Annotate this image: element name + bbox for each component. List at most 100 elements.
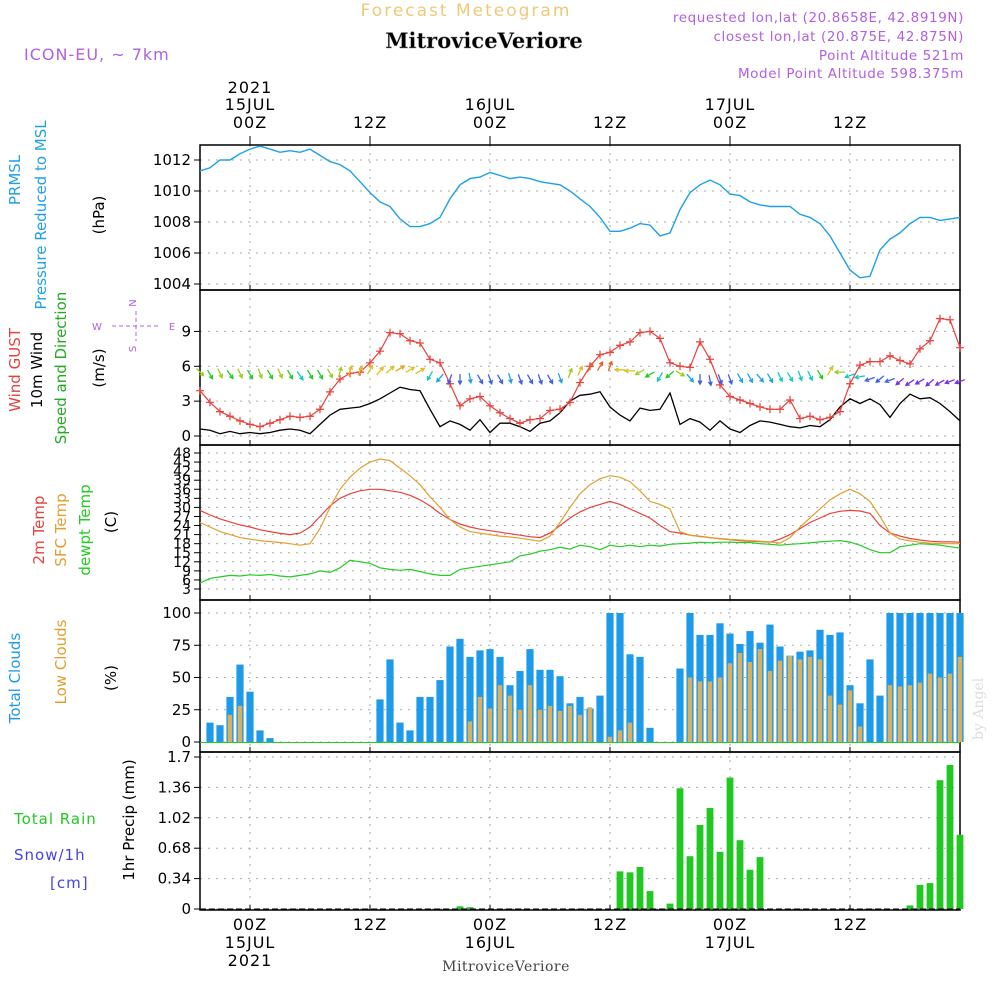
wind-arrow xyxy=(567,367,573,379)
gust-marker xyxy=(216,407,224,416)
gust-marker xyxy=(376,347,384,356)
low-cloud-bar xyxy=(817,659,823,742)
low-cloud-bar xyxy=(747,662,753,742)
total-cloud-bar xyxy=(466,656,474,742)
rain-bar xyxy=(726,777,734,909)
t2m-label: 2m Temp xyxy=(30,496,48,565)
precip-ytick-label: 1.36 xyxy=(158,778,191,796)
low-cloud-bar xyxy=(587,707,593,742)
wind-arrow xyxy=(405,366,416,373)
t2m-line xyxy=(199,488,961,543)
wind-arrow xyxy=(467,372,473,385)
low-cloud-bar xyxy=(807,656,813,742)
low-cloud-bar xyxy=(847,690,853,742)
wind-arrow xyxy=(306,369,314,380)
wind-arrow xyxy=(326,368,334,379)
low-cloud-bar xyxy=(617,730,623,742)
temperature-ytick-label: 33 xyxy=(173,491,191,507)
low-cloud-bar xyxy=(727,663,733,742)
low-cloud-bar xyxy=(487,708,493,742)
gust-marker xyxy=(846,379,854,388)
low-cloud-bar xyxy=(837,704,843,742)
wind-arrow xyxy=(766,373,774,384)
wind-arrow xyxy=(196,368,205,377)
rain-bar xyxy=(456,906,464,909)
wind-arrow xyxy=(875,375,885,384)
rain-bar xyxy=(676,788,684,909)
low-cloud-bar xyxy=(917,682,923,742)
bottom-date-label: 15JUL xyxy=(225,933,276,952)
bottom-hour-label: 00Z xyxy=(473,915,507,934)
wind-arrow xyxy=(853,374,866,380)
temperature-ytick-label: 42 xyxy=(173,464,191,480)
precip-unit: 1hr Precip (mm) xyxy=(120,759,138,880)
gust-marker xyxy=(806,412,814,421)
total-cloud-bar xyxy=(606,613,614,742)
panel-pressure: 1004 1006 1008 1010 1012 xyxy=(153,144,961,293)
gust-marker xyxy=(706,355,714,364)
wind-arrow xyxy=(366,364,374,375)
panel-precip: 0 0.34 0.68 1.02 1.36 1.7 xyxy=(158,748,961,918)
wind-arrow xyxy=(347,364,353,376)
precip-grid xyxy=(200,752,960,910)
wind-arrow xyxy=(717,374,723,386)
low-cloud-bar xyxy=(557,711,563,742)
total-cloud-bar xyxy=(626,654,634,742)
total-cloud-bar xyxy=(406,730,414,742)
temperature-ytick-label: 21 xyxy=(173,528,191,544)
wind-arrow xyxy=(435,373,444,383)
wind-arrow xyxy=(944,379,955,385)
low-cloud-bar xyxy=(897,686,903,742)
clouds-ytick-label: 25 xyxy=(172,701,191,719)
top-year-label: 2021 xyxy=(228,78,273,97)
total-cloud-bar xyxy=(616,613,624,742)
gust-marker xyxy=(416,339,424,348)
top-hour-label: 12Z xyxy=(353,113,387,132)
gust-marker xyxy=(906,359,914,368)
watermark: by Angel xyxy=(971,677,987,740)
wind-arrow xyxy=(623,368,635,374)
total-cloud-bar xyxy=(886,613,894,742)
low-cloud-bar xyxy=(957,656,963,742)
gust-marker xyxy=(666,358,674,367)
gust-marker xyxy=(936,314,944,323)
wind-arrow xyxy=(517,374,523,386)
bottom-hour-label: 12Z xyxy=(593,915,627,934)
wind-arrow xyxy=(797,370,803,382)
gust-marker xyxy=(466,394,474,403)
wind-arrow xyxy=(426,370,434,382)
wind-arrow xyxy=(257,368,263,380)
pressure-ytick-label: 1012 xyxy=(153,151,191,169)
gust-marker xyxy=(476,392,484,401)
gust-marker xyxy=(326,387,334,396)
low-cloud-bar xyxy=(787,655,793,742)
gust-marker xyxy=(226,412,234,421)
wind-arrow xyxy=(508,372,513,385)
total-cloud-bar xyxy=(256,730,264,742)
wind-arrow xyxy=(246,369,254,380)
snow-label: Snow/1h xyxy=(14,846,86,864)
gust-marker xyxy=(486,401,494,410)
rain-bar xyxy=(636,867,644,909)
temperature-ytick-label: 9 xyxy=(182,564,191,580)
total-cloud-bar xyxy=(826,634,834,742)
rain-bar xyxy=(706,808,714,909)
compass-e: E xyxy=(169,322,175,333)
total-cloud-bar xyxy=(876,695,884,742)
wind-arrow xyxy=(316,369,324,380)
low-clouds-label: Low Clouds xyxy=(52,619,70,704)
gust-marker xyxy=(606,348,614,357)
total-clouds-label: Total Clouds xyxy=(6,633,24,725)
gust-marker xyxy=(656,334,664,343)
total-cloud-bar xyxy=(596,695,604,742)
bottom-year-label: 2021 xyxy=(228,951,273,970)
wind-arrow xyxy=(954,379,965,385)
wind-arrow xyxy=(296,371,304,381)
gust-marker xyxy=(596,350,604,359)
total-cloud-bar xyxy=(646,727,654,742)
wind-arrow xyxy=(697,374,703,386)
total-cloud-bar xyxy=(436,680,444,742)
wind-arrow xyxy=(286,369,294,380)
wind-ytick-label: 0 xyxy=(181,427,191,445)
